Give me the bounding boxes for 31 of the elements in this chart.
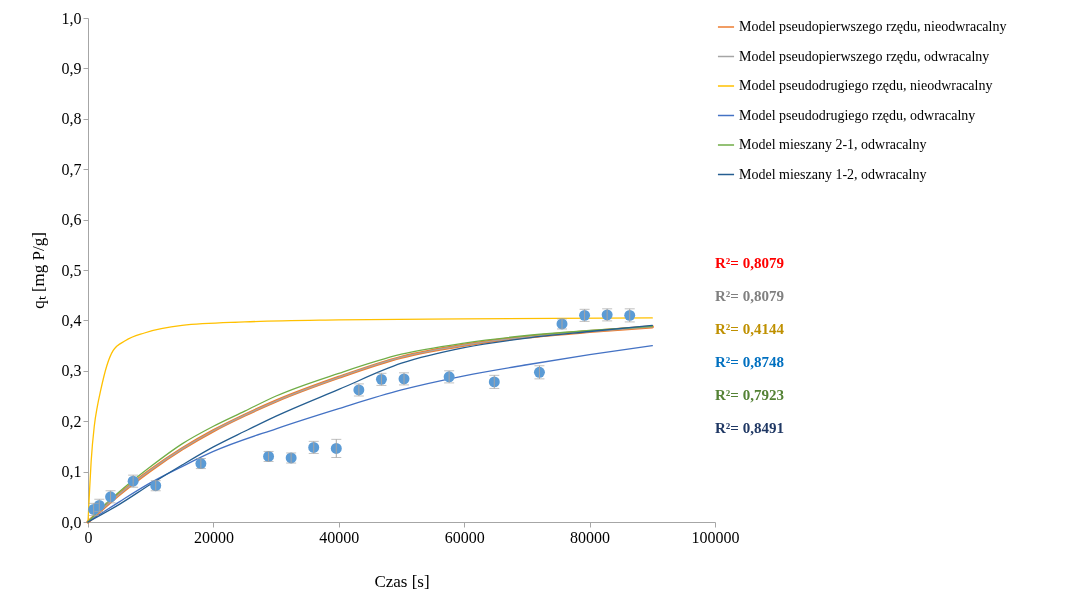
x-tick-label: 0 bbox=[84, 528, 93, 546]
annotation: R²= 0,4144 bbox=[715, 320, 784, 339]
y-tick-label: 0,8 bbox=[61, 110, 82, 128]
legend-label: Model pseudopierwszego rzędu, nieodwracalny bbox=[739, 19, 1007, 34]
y-tick-label: 0,9 bbox=[61, 59, 82, 77]
y-tick-label: 0,3 bbox=[61, 362, 82, 380]
x-tick-label: 60000 bbox=[444, 528, 485, 546]
x-tick-label: 100000 bbox=[691, 528, 740, 546]
legend-label: Model mieszany 1-2, odwracalny bbox=[739, 166, 927, 182]
y-tick-label: 0,5 bbox=[61, 261, 82, 279]
annotation: R²= 0,8748 bbox=[715, 353, 784, 372]
legend-label: Model mieszany 2-1, odwracalny bbox=[739, 137, 927, 152]
y-tick-label: 0,0 bbox=[61, 513, 82, 531]
y-tick-label: 0,7 bbox=[61, 160, 82, 178]
annotation: R²= 0,8079 bbox=[715, 254, 784, 273]
x-tick-label: 80000 bbox=[570, 528, 611, 546]
x-tick-label: 20000 bbox=[193, 528, 234, 546]
legend-label: Model pseudopierwszego rzędu, odwracalny bbox=[739, 48, 990, 64]
annotation: R²= 0,8491 bbox=[715, 419, 784, 438]
legend-label: Model pseudodrugiego rzędu, odwracalny bbox=[739, 107, 976, 123]
x-axis-title: Czas [s] bbox=[374, 571, 430, 591]
y-tick-label: 0,2 bbox=[61, 412, 82, 430]
y-tick-label: 0,6 bbox=[61, 211, 82, 229]
y-axis-title: qₜ [mg P/g] bbox=[28, 232, 48, 309]
y-tick-label: 0,1 bbox=[61, 463, 82, 481]
annotation: R²= 0,7923 bbox=[715, 386, 784, 405]
annotation: R²= 0,8079 bbox=[715, 287, 784, 306]
y-tick-label: 1,0 bbox=[61, 9, 82, 27]
x-tick-label: 40000 bbox=[319, 528, 360, 546]
legend-label: Model pseudodrugiego rzędu, nieodwracalny bbox=[739, 78, 993, 93]
y-tick-label: 0,4 bbox=[61, 311, 82, 329]
